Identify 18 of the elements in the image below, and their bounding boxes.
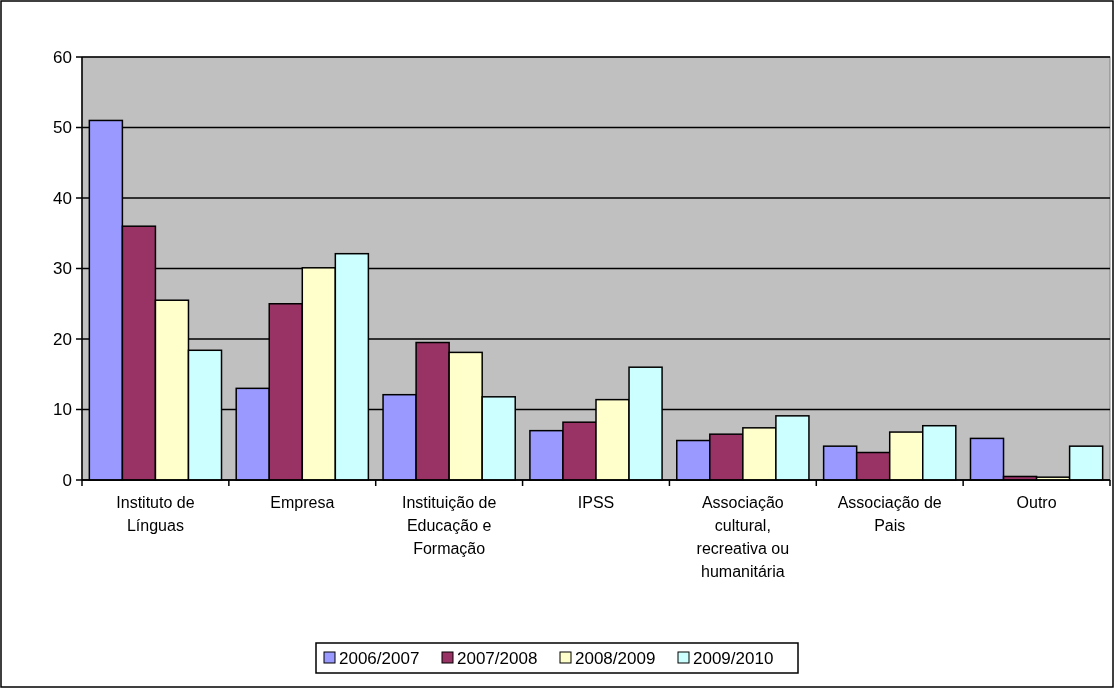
legend-label: 2009/2010 <box>693 648 774 668</box>
y-tick-label: 10 <box>53 400 72 420</box>
legend-label: 2008/2009 <box>575 648 656 668</box>
y-tick-label: 40 <box>53 188 72 208</box>
legend-label: 2007/2008 <box>457 648 538 668</box>
x-tick-label: IPSS <box>577 494 615 511</box>
x-tick-label: Associação de Pais <box>837 494 942 534</box>
x-tick-label: Outro <box>1016 494 1057 511</box>
y-tick-label: 0 <box>62 470 72 490</box>
y-tick-label: 60 <box>53 47 72 67</box>
x-tick-label: Instituição de Educação e Formação <box>402 494 497 557</box>
x-tick-label: Associação cultural, recreativa ou humanitária <box>696 494 790 580</box>
legend-label: 2006/2007 <box>339 648 420 668</box>
y-tick-label: 20 <box>53 329 72 349</box>
y-tick-label: 30 <box>53 259 72 279</box>
x-tick-label: Instituto de Línguas <box>116 494 195 534</box>
x-tick-label: Empresa <box>270 494 335 511</box>
y-tick-label: 50 <box>53 118 72 138</box>
